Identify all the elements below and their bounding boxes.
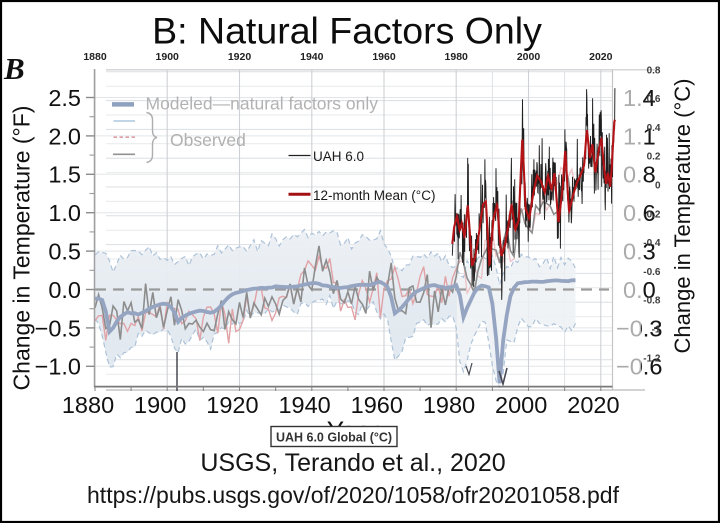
- svg-text:UAH 6.0 Global (°C): UAH 6.0 Global (°C): [276, 431, 392, 445]
- svg-text:0.5: 0.5: [48, 239, 81, 265]
- svg-text:1920: 1920: [228, 51, 252, 63]
- svg-text:−0.6: −0.6: [616, 354, 662, 380]
- svg-text:0.3: 0.3: [623, 239, 656, 265]
- svg-text:1960: 1960: [372, 51, 396, 63]
- svg-text:1980: 1980: [445, 51, 469, 63]
- svg-text:USGS, Terando et al., 2020: USGS, Terando et al., 2020: [200, 449, 505, 477]
- svg-text:−0.5: −0.5: [35, 315, 81, 341]
- svg-text:−0.6: −0.6: [616, 354, 662, 380]
- svg-text:-0.2: -0.2: [643, 209, 661, 220]
- svg-text:−0.3: −0.3: [616, 315, 662, 341]
- svg-text:1900: 1900: [156, 51, 180, 63]
- svg-text:0.3: 0.3: [623, 239, 656, 265]
- svg-text:-1.2: -1.2: [643, 353, 661, 364]
- svg-text:12-month Mean (°C): 12-month Mean (°C): [313, 188, 435, 203]
- svg-text:−1.0: −1.0: [35, 354, 81, 380]
- svg-text:Change in Temperature (°F): Change in Temperature (°F): [9, 106, 35, 391]
- svg-text:1880: 1880: [83, 51, 107, 63]
- svg-text:1900: 1900: [134, 392, 186, 418]
- svg-text:1.0: 1.0: [48, 200, 81, 226]
- svg-text:0.8: 0.8: [623, 162, 656, 188]
- svg-text:1940: 1940: [300, 51, 324, 63]
- svg-text:2000: 2000: [517, 51, 541, 63]
- svg-text:1980: 1980: [423, 392, 475, 418]
- svg-text:https://pubs.usgs.gov/of/2020/: https://pubs.usgs.gov/of/2020/1058/ofr20…: [87, 482, 620, 508]
- svg-text:-0.6: -0.6: [643, 267, 661, 278]
- svg-text:2020: 2020: [589, 51, 613, 63]
- svg-text:Change in Temperature (°C): Change in Temperature (°C): [670, 79, 695, 354]
- svg-text:0.0: 0.0: [623, 277, 656, 303]
- svg-text:0.6: 0.6: [647, 94, 661, 105]
- svg-text:1.1: 1.1: [623, 123, 656, 149]
- svg-text:2000: 2000: [495, 392, 547, 418]
- svg-text:B: Natural Factors Only: B: Natural Factors Only: [152, 10, 542, 52]
- svg-text:0.6: 0.6: [623, 200, 656, 226]
- svg-text:0.2: 0.2: [647, 152, 661, 163]
- svg-text:2.0: 2.0: [48, 123, 81, 149]
- svg-text:1.5: 1.5: [48, 162, 81, 188]
- svg-text:1.4: 1.4: [623, 85, 656, 111]
- svg-text:0.8: 0.8: [647, 65, 661, 76]
- svg-text:-0.8: -0.8: [643, 296, 661, 307]
- svg-text:0.0: 0.0: [623, 277, 656, 303]
- svg-text:0.8: 0.8: [623, 162, 656, 188]
- svg-text:-1: -1: [652, 325, 661, 336]
- svg-text:1940: 1940: [278, 392, 330, 418]
- svg-text:1920: 1920: [206, 392, 258, 418]
- svg-text:Modeled—natural factors only: Modeled—natural factors only: [146, 94, 379, 114]
- svg-text:-0.4: -0.4: [643, 238, 661, 249]
- svg-text:Observed: Observed: [170, 130, 246, 150]
- svg-text:0.4: 0.4: [647, 123, 661, 134]
- svg-text:2.5: 2.5: [48, 85, 81, 111]
- svg-text:0.0: 0.0: [48, 277, 81, 303]
- svg-text:−0.3: −0.3: [616, 315, 662, 341]
- svg-text:UAH 6.0: UAH 6.0: [313, 149, 364, 164]
- svg-text:1.1: 1.1: [623, 123, 656, 149]
- svg-text:0.6: 0.6: [623, 200, 656, 226]
- svg-text:2020: 2020: [567, 392, 619, 418]
- svg-text:1.4: 1.4: [623, 85, 656, 111]
- svg-text:B: B: [3, 51, 25, 86]
- svg-text:0: 0: [655, 181, 661, 192]
- svg-text:1960: 1960: [351, 392, 403, 418]
- svg-text:1880: 1880: [62, 392, 114, 418]
